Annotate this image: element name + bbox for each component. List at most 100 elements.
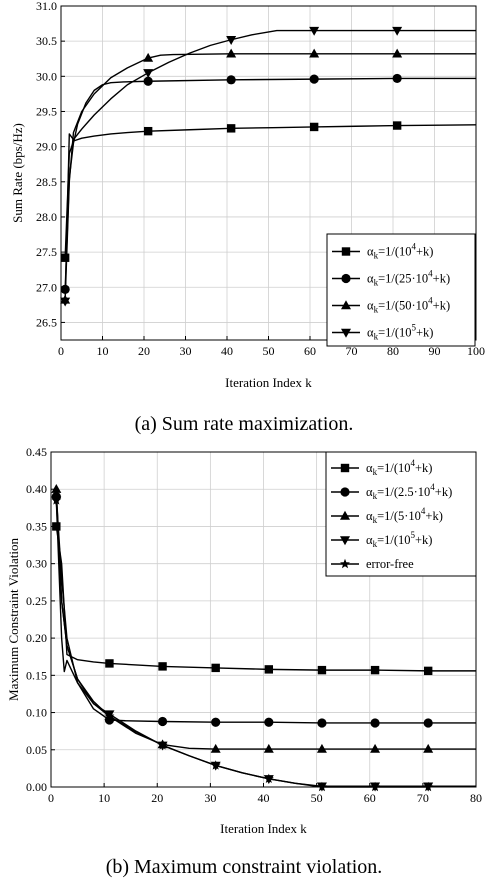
legend-label-0: αk=1/(104+k) — [366, 458, 432, 477]
y-tick-label: 0.30 — [26, 557, 47, 571]
data-point-1-4 — [264, 717, 274, 727]
data-point-2-2 — [226, 48, 237, 58]
y-tick-label: 0.25 — [26, 594, 47, 608]
data-point-2-3 — [309, 48, 320, 58]
data-point-3-3 — [309, 26, 320, 36]
legend: αk=1/(104+k) αk=1/(25·104+k) αk=1/(50·104+… — [326, 233, 476, 347]
data-point-3-4 — [392, 26, 403, 36]
y-tick-label: 0.20 — [26, 631, 47, 645]
data-point-4-1 — [104, 711, 115, 721]
y-tick-label: 30.0 — [36, 69, 57, 83]
data-point-1-2 — [226, 75, 236, 85]
legend-box — [325, 451, 477, 577]
data-point-2-6 — [370, 743, 381, 753]
y-tick-label: 29.5 — [36, 104, 57, 118]
y-tick-label: 27.0 — [36, 280, 57, 294]
data-point-1-4 — [392, 73, 402, 84]
legend-marker-2 — [341, 300, 351, 310]
y-tick-label: 29.0 — [36, 140, 57, 154]
data-point-2-4 — [392, 48, 403, 58]
legend-label-0: αk=1/(104+k) — [367, 242, 433, 261]
data-point-4-0 — [51, 495, 62, 505]
data-point-2-0 — [51, 484, 62, 493]
data-point-0-4 — [264, 665, 274, 674]
x-tick-label: 80 — [470, 791, 482, 805]
x-tick-label: 30 — [180, 344, 192, 358]
data-point-0-4 — [392, 121, 402, 130]
series-line-0 — [64, 124, 477, 258]
data-point-0-3 — [309, 122, 319, 132]
axis-ticks: 0 10 20 30 40 50 60 70 80 0.00 0.05 0.10 0.15 0.20 0.2… — [26, 445, 482, 805]
legend-label-1: αk=1/(2.5·104+k) — [366, 482, 452, 501]
series-line-1 — [64, 77, 476, 290]
x-tick-label: 80 — [387, 344, 399, 358]
y-tick-label: 0.10 — [26, 706, 47, 720]
data-point-2-4 — [263, 743, 274, 753]
data-point-0-7 — [423, 666, 433, 676]
x-tick-label: 40 — [221, 344, 233, 358]
legend-marker-2 — [340, 510, 350, 520]
x-tick-label: 50 — [311, 791, 323, 805]
y-tick-label: 26.5 — [36, 315, 57, 329]
x-tick-label: 30 — [204, 791, 216, 805]
x-axis-label: Iteration Index k — [225, 375, 312, 390]
data-point-3-2 — [226, 36, 237, 45]
data-point-2-7 — [423, 743, 434, 753]
series-markers — [60, 26, 403, 307]
y-axis-label: Sum Rate (bps/Hz) — [10, 123, 25, 223]
legend-marker-4 — [340, 558, 350, 569]
caption-a: (a) Sum rate maximization. — [135, 413, 354, 435]
legend-box — [326, 233, 476, 347]
data-point-0-0 — [60, 253, 70, 262]
legend-label-2: αk=1/(5·104+k) — [366, 506, 443, 525]
data-point-2-1 — [143, 52, 154, 62]
data-point-1-7 — [423, 718, 433, 728]
data-point-0-1 — [143, 126, 153, 136]
data-point-1-1 — [143, 76, 153, 86]
legend-marker-3 — [341, 328, 351, 338]
y-tick-label: 31.0 — [36, 0, 57, 13]
x-tick-label: 0 — [48, 791, 54, 805]
axis-ticks: 0 10 20 30 40 50 60 70 80 90 100 26.5 27.0 27.5 28.0 28… — [36, 0, 485, 358]
data-point-0-2 — [226, 124, 236, 133]
data-point-1-0 — [60, 284, 70, 294]
y-tick-label: 0.45 — [26, 445, 47, 459]
y-tick-label: 0.35 — [26, 519, 47, 533]
legend-marker-0 — [341, 247, 351, 256]
data-point-1-2 — [157, 716, 168, 727]
data-point-4-2 — [157, 740, 168, 750]
legend-marker-1 — [341, 273, 351, 284]
series-line-4 — [55, 500, 429, 788]
legend: αk=1/(104+k) αk=1/(2.5·104+k) αk=1/(5·104+… — [325, 451, 477, 577]
x-tick-label: 100 — [467, 344, 485, 358]
caption-b: (b) Maximum constraint violation. — [106, 856, 383, 878]
data-point-4-4 — [263, 773, 274, 784]
y-tick-label: 27.5 — [36, 245, 57, 259]
x-tick-label: 20 — [138, 344, 150, 358]
y-tick-label: 30.5 — [36, 34, 57, 48]
legend-label-1: αk=1/(25·104+k) — [367, 269, 450, 288]
x-tick-label: 70 — [346, 344, 358, 358]
chart-constraint-violation: 0 10 20 30 40 50 60 70 80 0.00 0.05 0.10 0.15 0.20 0.2… — [6, 445, 482, 878]
legend-marker-3 — [340, 536, 350, 546]
data-point-2-5 — [316, 743, 327, 753]
x-tick-label: 10 — [98, 791, 110, 805]
y-tick-label: 0.15 — [26, 668, 47, 682]
x-tick-label: 40 — [258, 791, 270, 805]
data-point-0-5 — [317, 665, 327, 675]
x-tick-label: 0 — [58, 344, 64, 358]
legend-marker-1 — [340, 487, 350, 497]
data-point-0-1 — [105, 659, 114, 668]
x-tick-label: 60 — [364, 791, 376, 805]
data-point-0-3 — [211, 663, 220, 673]
data-point-1-6 — [370, 718, 380, 728]
legend-marker-0 — [340, 463, 350, 473]
y-tick-label: 28.5 — [36, 175, 57, 189]
y-axis-label: Maximum Constraint Violation — [6, 538, 21, 701]
data-point-2-3 — [210, 743, 221, 753]
grid-lines — [61, 6, 476, 340]
x-axis-label: Iteration Index k — [220, 821, 307, 836]
legend-label-3: αk=1/(105+k) — [367, 323, 433, 342]
data-point-1-5 — [317, 718, 327, 728]
